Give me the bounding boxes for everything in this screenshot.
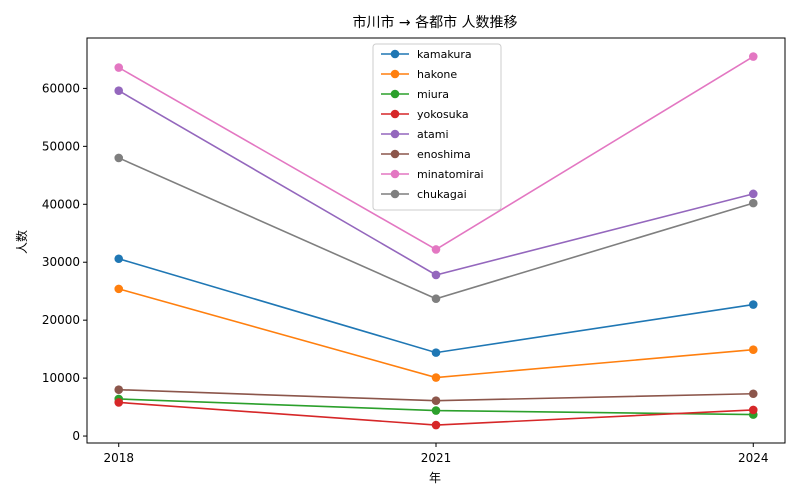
data-point-miura — [431, 406, 441, 415]
legend-label: atami — [417, 128, 449, 141]
legend-item-kamakura: kamakura — [381, 48, 472, 61]
legend-label: chukagai — [417, 188, 467, 201]
data-point-enoshima — [431, 396, 441, 406]
x-tick-label: 2024 — [738, 451, 769, 465]
legend-item-chukagai: chukagai — [381, 188, 467, 201]
series-minatomirai — [114, 52, 758, 254]
legend-box — [372, 43, 502, 211]
legend-marker — [390, 89, 400, 99]
legend-label: enoshima — [417, 148, 471, 161]
y-tick-label: 50000 — [42, 139, 80, 153]
data-point-minatomirai — [748, 52, 758, 61]
series-hakone — [114, 284, 758, 382]
data-point-kamakura — [431, 348, 441, 357]
legend-marker — [390, 169, 400, 179]
legend-item-minatomirai: minatomirai — [381, 168, 484, 181]
legend-item-miura: miura — [381, 88, 449, 101]
data-point-hakone — [431, 373, 441, 382]
y-tick-label: 20000 — [42, 313, 80, 327]
x-tick-label: 2018 — [103, 451, 134, 465]
y-tick-label: 0 — [72, 429, 80, 443]
y-axis-label: 人数 — [14, 230, 29, 254]
data-point-chukagai — [431, 294, 441, 304]
legend-item-yokosuka: yokosuka — [381, 108, 469, 121]
chart-title: 市川市 → 各都市 人数推移 — [352, 14, 517, 31]
legend: kamakura hakone miura yokosuka atami enoshima… — [372, 43, 502, 211]
legend-marker — [390, 189, 400, 199]
data-point-chukagai — [114, 153, 124, 163]
data-point-minatomirai — [431, 245, 441, 254]
data-point-hakone — [114, 284, 124, 294]
x-tick-label: 2021 — [421, 451, 452, 465]
legend-label: kamakura — [417, 48, 472, 61]
series-yokosuka — [114, 398, 758, 430]
series-enoshima — [114, 385, 758, 406]
legend-marker — [390, 69, 400, 79]
legend-label: yokosuka — [417, 108, 469, 121]
data-point-atami — [114, 86, 124, 96]
legend-label: minatomirai — [417, 168, 484, 181]
series-layer — [114, 52, 758, 430]
y-tick-label: 10000 — [42, 371, 80, 385]
legend-item-enoshima: enoshima — [381, 148, 471, 161]
data-point-chukagai — [748, 198, 758, 208]
legend-item-hakone: hakone — [381, 68, 457, 81]
data-point-enoshima — [114, 385, 124, 394]
legend-label: miura — [417, 88, 449, 101]
data-point-kamakura — [114, 254, 124, 264]
legend-item-atami: atami — [381, 128, 449, 141]
plot-area: 2018 2021 2024 0 10000 20000 30000 40000 50000 60… — [42, 37, 786, 465]
y-tick-label: 40000 — [42, 197, 80, 211]
data-point-yokosuka — [431, 420, 441, 430]
data-point-minatomirai — [114, 63, 124, 72]
data-point-yokosuka — [114, 398, 124, 407]
series-atami — [114, 86, 758, 280]
legend-label: hakone — [417, 68, 457, 81]
data-point-atami — [748, 189, 758, 199]
legend-marker — [390, 49, 400, 59]
x-axis-label: 年 — [429, 471, 441, 485]
legend-marker — [390, 129, 400, 139]
y-tick-label: 60000 — [42, 81, 80, 95]
legend-marker — [390, 109, 400, 119]
legend-marker — [390, 149, 400, 159]
series-chukagai — [114, 153, 758, 304]
data-point-enoshima — [748, 389, 758, 399]
data-point-kamakura — [748, 300, 758, 309]
data-point-atami — [431, 270, 441, 280]
series-kamakura — [114, 254, 758, 357]
y-tick-label: 30000 — [42, 255, 80, 269]
data-point-yokosuka — [748, 405, 758, 415]
data-point-hakone — [748, 345, 758, 355]
